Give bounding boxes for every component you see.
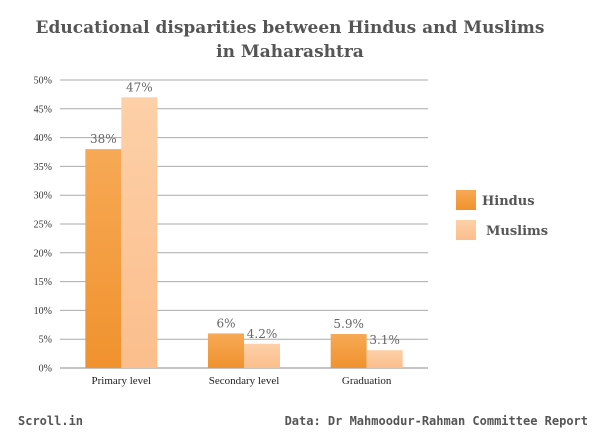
- chart-title-line-2: in Maharashtra: [216, 42, 364, 62]
- bar-muslims-0: [121, 97, 158, 368]
- y-tick-label: 15%: [34, 277, 52, 288]
- data-label-hindus-2: 5.9%: [333, 317, 364, 331]
- y-tick-label: 40%: [34, 133, 52, 144]
- category-labels: Primary level Secondary level Graduation: [92, 375, 392, 387]
- data-label-muslims-1: 4.2%: [247, 327, 278, 341]
- data-labels: 38% 47% 6% 4.2% 5.9% 3.1%: [90, 80, 400, 347]
- bar-hindus-0: [85, 149, 122, 368]
- y-tick-label: 35%: [34, 162, 52, 173]
- legend: Hindus Muslims: [456, 190, 548, 240]
- footer-source-brand: Scroll.in: [18, 414, 83, 428]
- chart-title-line-1: Educational disparities between Hindus a…: [36, 18, 545, 38]
- legend-label-muslims: Muslims: [486, 224, 548, 239]
- y-tick-label: 0%: [39, 364, 52, 375]
- y-axis-ticks: 0% 5% 10% 15% 20% 25% 30% 35% 40% 45% 50%: [34, 76, 52, 375]
- y-tick-label: 5%: [39, 335, 52, 346]
- y-tick-label: 50%: [34, 76, 52, 87]
- data-label-muslims-2: 3.1%: [369, 333, 400, 347]
- category-label: Graduation: [342, 375, 392, 387]
- legend-label-hindus: Hindus: [482, 194, 535, 209]
- bar-hindus-2: [330, 334, 367, 368]
- legend-swatch-muslims: [456, 220, 476, 240]
- footer-data-credit: Data: Dr Mahmoodur-Rahman Committee Repo…: [285, 414, 588, 428]
- y-tick-label: 25%: [34, 220, 52, 231]
- legend-swatch-hindus: [456, 190, 476, 210]
- y-tick-label: 45%: [34, 104, 52, 115]
- bar-muslims-2: [366, 350, 403, 368]
- data-label-muslims-0: 47%: [126, 80, 153, 94]
- category-label: Primary level: [92, 375, 152, 387]
- y-tick-label: 10%: [34, 306, 52, 317]
- bar-hindus-1: [208, 333, 244, 368]
- data-label-hindus-0: 38%: [90, 132, 117, 146]
- bars: [85, 97, 403, 368]
- y-tick-label: 30%: [34, 191, 52, 202]
- bar-muslims-1: [244, 343, 280, 368]
- y-tick-label: 20%: [34, 248, 52, 259]
- category-label: Secondary level: [209, 375, 280, 387]
- data-label-hindus-1: 6%: [216, 316, 235, 330]
